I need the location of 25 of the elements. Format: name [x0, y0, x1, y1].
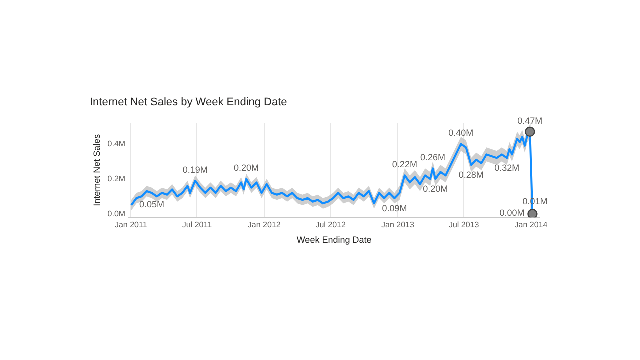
x-tick-label: Jul 2012 — [316, 220, 346, 230]
y-axis-title: Internet Net Sales — [92, 134, 102, 206]
data-label: 0.05M — [140, 199, 165, 210]
x-tick-label: Jul 2013 — [448, 220, 480, 230]
data-label: 0.28M — [458, 170, 484, 180]
data-label: 0.22M — [392, 160, 418, 170]
y-tick-label: 0.0M — [108, 209, 126, 218]
data-label: 0.20M — [234, 163, 260, 174]
data-label: 0.32M — [494, 163, 520, 174]
x-tick-label: Jan 2012 — [248, 220, 282, 230]
data-label: 0.09M — [382, 203, 408, 214]
data-label: 0.00M — [500, 208, 525, 218]
data-label: 0.19M — [182, 164, 208, 175]
y-tick-label: 0.4M — [108, 139, 126, 148]
x-tick-label: Jul 2011 — [182, 220, 213, 230]
y-tick-label: 0.2M — [108, 174, 126, 184]
data-label: 0.47M — [518, 116, 543, 126]
x-tick-label: Jan 2013 — [382, 220, 415, 230]
x-axis-title: Week Ending Date — [296, 235, 372, 246]
data-label: 0.40M — [448, 128, 474, 138]
x-tick-label: Jan 2014 — [514, 220, 548, 230]
chart-title: Internet Net Sales by Week Ending Date — [90, 96, 288, 109]
data-label: 0.26M — [420, 152, 446, 163]
x-tick-label: Jan 2011 — [114, 220, 148, 230]
data-label: 0.20M — [423, 184, 448, 194]
